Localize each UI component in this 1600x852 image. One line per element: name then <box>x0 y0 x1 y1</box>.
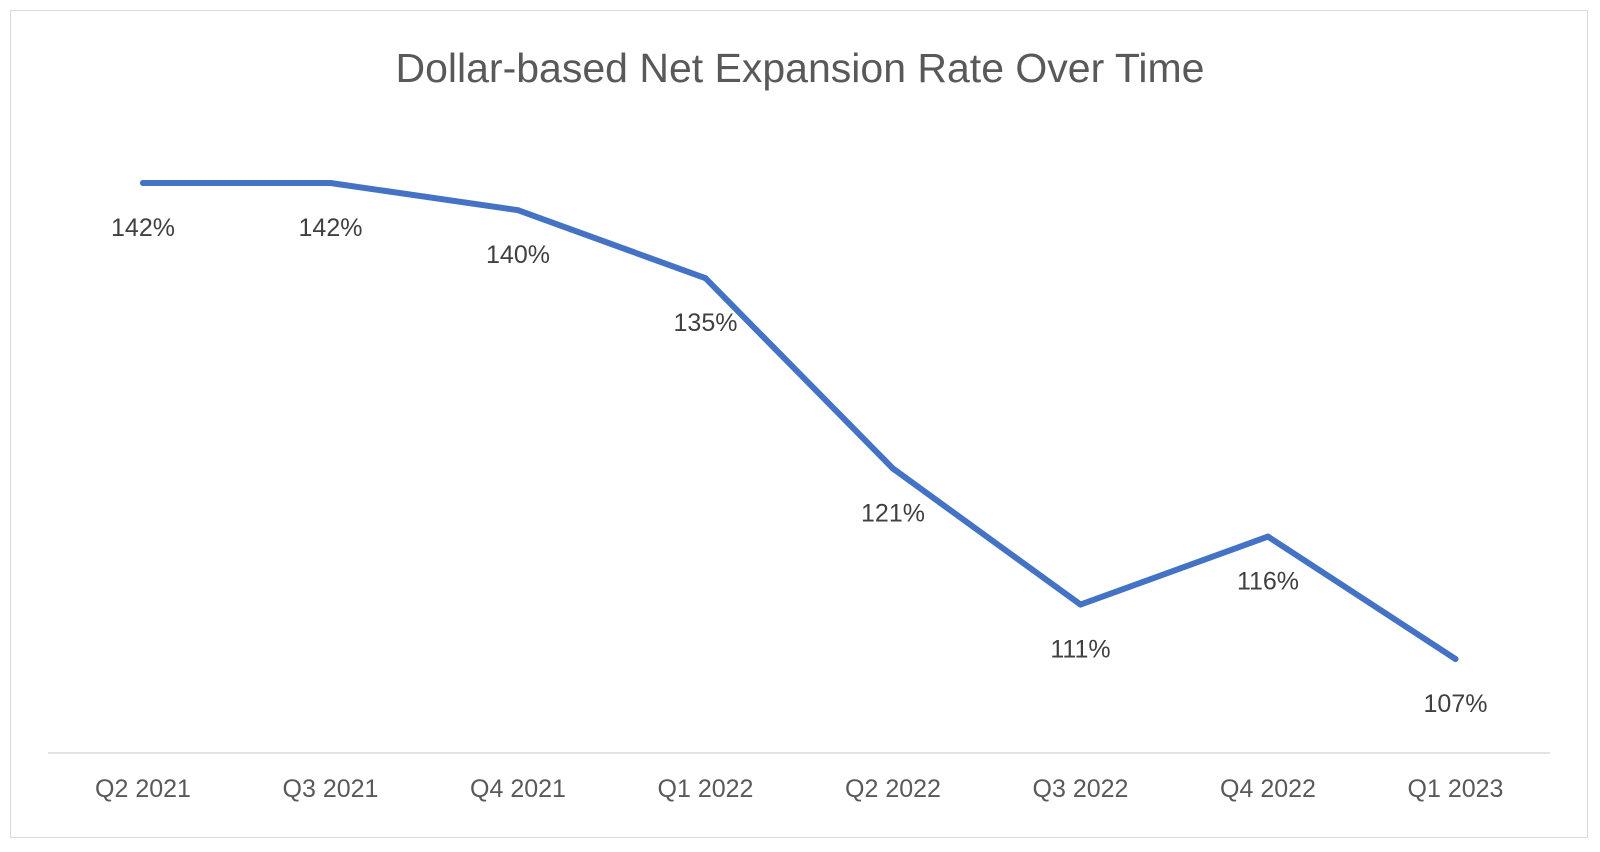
data-point <box>702 275 709 282</box>
data-label: 142% <box>299 214 363 242</box>
x-tick-label: Q1 2023 <box>1408 775 1504 803</box>
data-label: 121% <box>861 500 925 528</box>
x-tick-label: Q3 2021 <box>283 775 379 803</box>
data-label: 140% <box>486 241 550 269</box>
x-tick-label: Q4 2021 <box>470 775 566 803</box>
x-tick-label: Q3 2022 <box>1033 775 1129 803</box>
series-line <box>140 180 1459 662</box>
data-labels-layer: 142% 142% 140% 135% 121% 111% 116% 107% <box>111 214 1487 718</box>
data-point <box>1077 601 1084 608</box>
x-tick-label: Q4 2022 <box>1220 775 1316 803</box>
data-label: 107% <box>1424 690 1488 718</box>
data-label: 116% <box>1237 568 1299 596</box>
data-point <box>890 465 896 472</box>
data-label: 142% <box>111 214 175 242</box>
data-point <box>327 180 334 186</box>
data-label: 135% <box>674 309 738 337</box>
x-tick-label: Q1 2022 <box>658 775 754 803</box>
chart-title: Dollar-based Net Expansion Rate Over Tim… <box>396 45 1205 91</box>
data-point <box>1265 533 1271 540</box>
x-tick-label: Q2 2022 <box>845 775 941 803</box>
x-tick-labels-layer: Q2 2021 Q3 2021 Q4 2021 Q1 2022 Q2 2022 Q3 20… <box>95 775 1503 803</box>
data-label: 111% <box>1050 636 1110 664</box>
series-layer <box>140 180 1459 662</box>
chart-frame <box>10 10 1588 838</box>
data-point <box>515 207 521 214</box>
data-point <box>1452 656 1459 662</box>
data-point <box>140 180 146 186</box>
x-tick-label: Q2 2021 <box>95 775 191 803</box>
